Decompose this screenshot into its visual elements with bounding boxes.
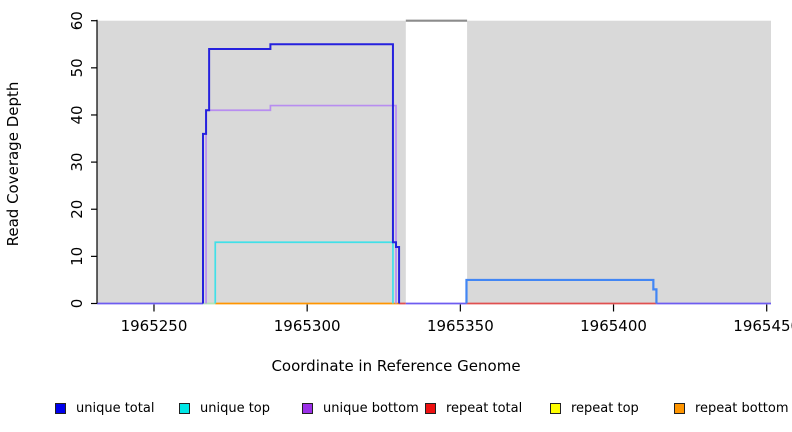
unique-total-swatch-icon [55, 402, 66, 414]
unique-bottom-line [205, 104, 397, 304]
legend-label: repeat total [446, 400, 523, 416]
background-band [97, 20, 406, 304]
unique-bottom-swatch-icon [302, 402, 313, 414]
y-axis-title: Read Coverage Depth [4, 81, 22, 247]
x-tick-label: 1965300 [274, 317, 341, 335]
unique-total-line-right [465, 278, 658, 304]
legend-item-repeat-total: repeat total [425, 399, 522, 417]
legend-label: unique bottom [323, 400, 419, 416]
y-tick-label: 40 [68, 105, 86, 124]
y-tick-label: 10 [68, 247, 86, 266]
legend-label: repeat bottom [695, 400, 789, 416]
y-tick-label: 60 [68, 11, 86, 30]
y-tick-label: 30 [68, 153, 86, 172]
x-tick-label: 1965250 [121, 317, 188, 335]
legend-label: unique top [200, 400, 271, 416]
unique-total-line-left [202, 43, 401, 304]
legend-item-repeat-top: repeat top [550, 399, 639, 417]
unique-top-line [214, 241, 394, 304]
y-tick-label: 0 [68, 299, 86, 309]
x-tick-label: 1965450 [733, 317, 792, 335]
background-band [467, 20, 771, 304]
legend-label: repeat top [571, 400, 639, 416]
legend: unique total unique top unique bottom re… [0, 399, 792, 421]
legend-item-unique-total: unique total [55, 399, 154, 417]
y-tick-label: 50 [68, 58, 86, 77]
legend-label: unique total [76, 400, 155, 416]
legend-item-unique-bottom: unique bottom [302, 399, 419, 417]
legend-item-unique-top: unique top [179, 399, 270, 417]
x-tick-label: 1965400 [580, 317, 647, 335]
repeat-top-swatch-icon [550, 402, 561, 414]
y-tick-label: 20 [68, 200, 86, 219]
x-tick-label: 1965350 [427, 317, 494, 335]
unique-top-swatch-icon [179, 402, 190, 414]
x-axis-title: Coordinate in Reference Genome [271, 357, 521, 375]
repeat-bottom-swatch-icon [674, 402, 685, 414]
repeat-total-swatch-icon [425, 402, 436, 414]
legend-item-repeat-bottom: repeat bottom [674, 399, 789, 417]
